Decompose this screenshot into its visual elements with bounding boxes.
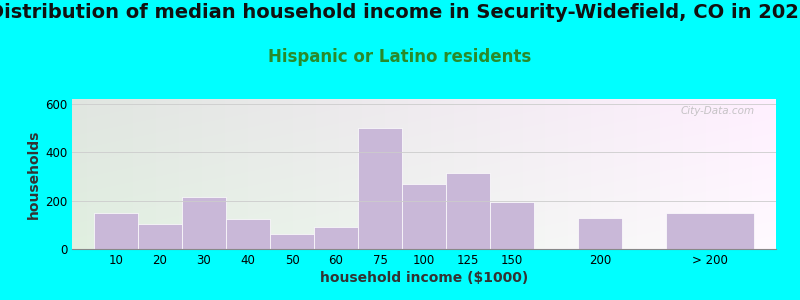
Text: Distribution of median household income in Security-Widefield, CO in 2022: Distribution of median household income … (0, 3, 800, 22)
Bar (182, 197, 226, 249)
Bar (578, 218, 622, 249)
Y-axis label: households: households (26, 129, 41, 219)
Bar (94, 213, 138, 249)
Text: Hispanic or Latino residents: Hispanic or Latino residents (268, 48, 532, 66)
Text: City-Data.com: City-Data.com (681, 106, 755, 116)
Bar (270, 235, 314, 249)
Bar (666, 213, 754, 249)
Bar (226, 219, 270, 249)
Bar (314, 227, 358, 249)
Bar (490, 202, 534, 249)
Bar (138, 224, 182, 249)
Bar (446, 173, 490, 249)
Bar (358, 128, 402, 249)
Bar (402, 184, 446, 249)
X-axis label: household income ($1000): household income ($1000) (320, 271, 528, 285)
